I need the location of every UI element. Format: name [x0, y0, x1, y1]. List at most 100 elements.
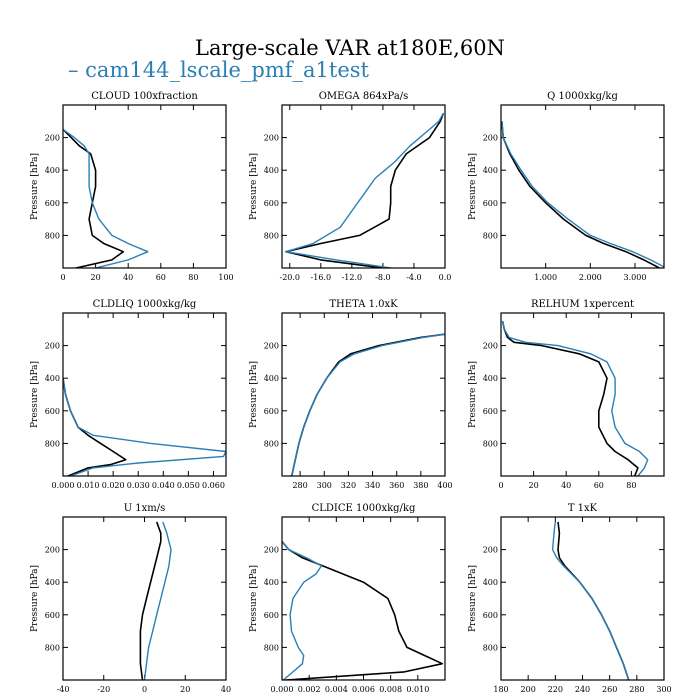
- plot-frame: [500, 516, 665, 681]
- x-tick-label: 0: [142, 685, 147, 694]
- x-tick-label: 0.002: [298, 685, 321, 694]
- x-tick-label: 40: [561, 481, 571, 490]
- x-tick-label: -20: [97, 685, 110, 694]
- y-tick-label: 200: [264, 342, 279, 351]
- x-tick-label: 0: [498, 481, 503, 490]
- x-tick-label: 0.006: [352, 685, 375, 694]
- x-tick-label: 380: [413, 481, 428, 490]
- series-line-test: [551, 521, 630, 680]
- y-tick-label: 200: [264, 134, 279, 143]
- x-tick-label: 100: [218, 273, 233, 282]
- y-tick-label: 800: [483, 439, 498, 448]
- x-tick-label: 0.030: [127, 481, 150, 490]
- y-tick-label: 400: [264, 578, 279, 587]
- panel-title: T 1xK: [568, 503, 598, 514]
- y-axis-label: Pressure [hPa]: [249, 361, 259, 428]
- x-tick-label: 60: [156, 273, 166, 282]
- x-tick-label: 0.040: [152, 481, 175, 490]
- y-tick-label: 800: [264, 643, 279, 652]
- panel-title: CLDLIQ 1000xkg/kg: [93, 299, 197, 310]
- x-tick-label: 360: [389, 481, 404, 490]
- y-tick-label: 800: [45, 231, 60, 240]
- x-tick-label: 0.0: [439, 273, 452, 282]
- series-line-reference: [63, 128, 125, 268]
- x-tick-label: 80: [626, 481, 636, 490]
- y-tick-label: 600: [483, 407, 498, 416]
- plot-frame: [281, 516, 446, 681]
- x-tick-label: -8.0: [375, 273, 390, 282]
- series-line-reference: [501, 320, 639, 476]
- x-tick-label: -4.0: [406, 273, 421, 282]
- x-tick-label: 240: [575, 685, 590, 694]
- x-tick-label: 1.000: [534, 273, 557, 282]
- panel-title: THETA 1.0xK: [329, 299, 398, 310]
- panel-title: OMEGA 864xPa/s: [319, 91, 409, 102]
- plot-frame: [62, 312, 227, 477]
- x-tick-label: 20: [91, 273, 101, 282]
- x-tick-label: 280: [292, 481, 307, 490]
- y-tick-label: 200: [45, 134, 60, 143]
- x-tick-label: 0.000: [271, 685, 294, 694]
- series-line-test: [285, 112, 445, 268]
- series-line-reference: [282, 540, 444, 680]
- x-tick-label: 0.060: [202, 481, 225, 490]
- x-tick-label: 0.004: [325, 685, 348, 694]
- x-tick-label: 0.008: [379, 685, 402, 694]
- plot-frame: [281, 104, 446, 269]
- y-tick-label: 400: [45, 578, 60, 587]
- y-tick-label: 400: [483, 374, 498, 383]
- panel-title: RELHUM 1xpercent: [531, 299, 634, 310]
- plot-frame: [281, 312, 446, 477]
- series-line-reference: [290, 333, 445, 476]
- series-line-test: [291, 333, 445, 476]
- series-line-reference: [501, 121, 660, 268]
- y-tick-label: 800: [264, 231, 279, 240]
- x-tick-label: -12.0: [342, 273, 363, 282]
- y-tick-label: 200: [483, 342, 498, 351]
- y-tick-label: 400: [45, 166, 60, 175]
- x-tick-label: -16.0: [311, 273, 332, 282]
- x-tick-label: 0.010: [406, 685, 429, 694]
- y-tick-label: 800: [45, 439, 60, 448]
- x-tick-label: 3.000: [624, 273, 647, 282]
- x-tick-label: 0.020: [102, 481, 125, 490]
- x-tick-label: 20: [529, 481, 539, 490]
- y-tick-label: 600: [483, 611, 498, 620]
- x-tick-label: 260: [602, 685, 617, 694]
- x-tick-label: 40: [221, 685, 231, 694]
- plot-frame: [500, 312, 665, 477]
- x-tick-label: 300: [656, 685, 671, 694]
- y-tick-label: 600: [45, 407, 60, 416]
- x-tick-label: 300: [317, 481, 332, 490]
- y-tick-label: 400: [483, 578, 498, 587]
- panel-title: CLOUD 100xfraction: [91, 91, 198, 102]
- x-tick-label: 340: [365, 481, 380, 490]
- panel-title: U 1xm/s: [124, 503, 166, 514]
- x-tick-label: 60: [594, 481, 604, 490]
- x-tick-label: 80: [188, 273, 198, 282]
- panel-title: Q 1000xkg/kg: [547, 91, 618, 102]
- x-tick-label: 0.010: [77, 481, 100, 490]
- y-axis-label: Pressure [hPa]: [468, 153, 478, 220]
- y-tick-label: 200: [264, 546, 279, 555]
- y-axis-label: Pressure [hPa]: [30, 361, 40, 428]
- series-line-test: [501, 320, 649, 476]
- y-tick-label: 800: [264, 439, 279, 448]
- x-tick-label: 220: [548, 685, 563, 694]
- y-axis-label: Pressure [hPa]: [30, 153, 40, 220]
- x-tick-label: 180: [493, 685, 508, 694]
- y-tick-label: 800: [45, 643, 60, 652]
- y-tick-label: 400: [264, 166, 279, 175]
- x-tick-label: 320: [341, 481, 356, 490]
- x-tick-label: 0.000: [52, 481, 75, 490]
- plot-frame: [500, 104, 665, 269]
- series-line-test: [501, 121, 664, 268]
- y-tick-label: 800: [483, 643, 498, 652]
- series-line-test: [143, 521, 172, 680]
- y-tick-label: 200: [45, 546, 60, 555]
- y-tick-label: 600: [483, 199, 498, 208]
- plot-frame: [62, 516, 227, 681]
- x-tick-label: 20: [180, 685, 190, 694]
- y-tick-label: 600: [264, 407, 279, 416]
- y-tick-label: 600: [264, 199, 279, 208]
